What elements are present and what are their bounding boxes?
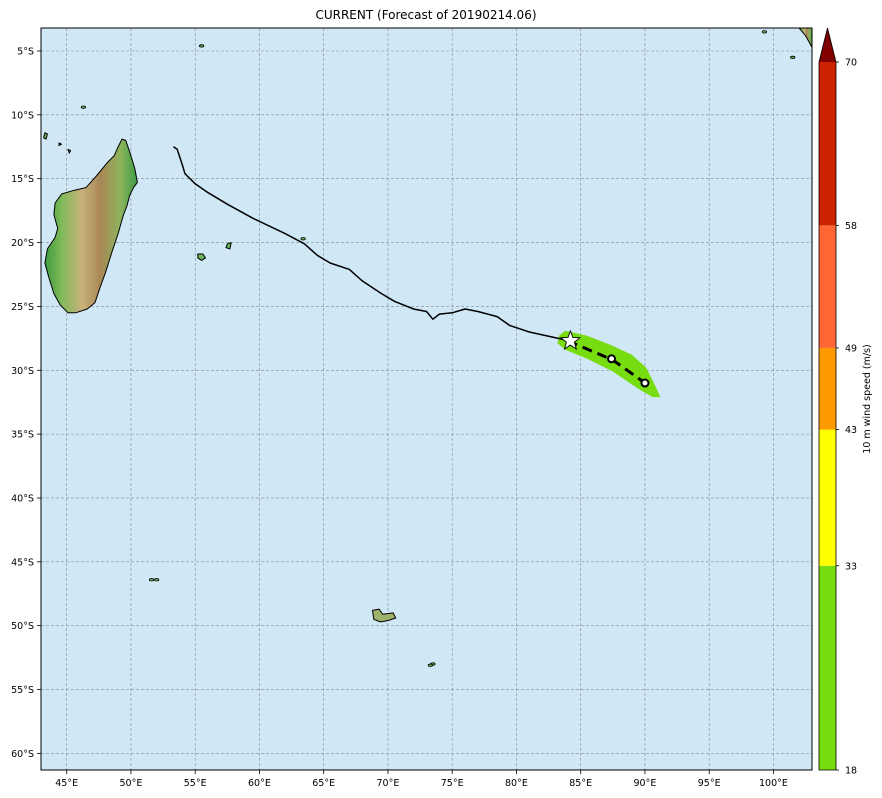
lon-tick-label: 45°E xyxy=(55,778,78,789)
colorbar-tick-label: 18 xyxy=(845,766,857,777)
colorbar-tick-label: 43 xyxy=(845,425,857,436)
islet xyxy=(790,55,796,59)
graticule xyxy=(41,28,812,770)
colorbar-segment xyxy=(819,225,836,348)
land-comoros-1 xyxy=(43,132,48,140)
latitude-labels: 5°S 10°S 15°S 20°S 25°S 30°S 35°S 40°S 45°S 50°S 5… xyxy=(11,46,41,760)
landmasses xyxy=(43,28,812,667)
lon-tick-label: 100°E xyxy=(759,778,788,789)
lon-tick-label: 85°E xyxy=(569,778,592,789)
colorbar-extend-triangle xyxy=(819,28,836,62)
lat-tick-label: 55°S xyxy=(11,685,34,696)
longitude-labels: 45°E 50°E 55°E 60°E 65°E 70°E 75°E 80°E 85°E 90°E… xyxy=(55,770,788,789)
colorbar-tick-label: 58 xyxy=(845,221,857,232)
lat-tick-label: 20°S xyxy=(11,238,34,249)
lat-tick-label: 15°S xyxy=(11,174,34,185)
lat-tick-label: 35°S xyxy=(11,430,34,441)
forecast-position-marker xyxy=(640,378,650,388)
colorbar-segment xyxy=(819,62,836,226)
colorbar-tick-label: 49 xyxy=(845,343,857,354)
islet xyxy=(300,237,306,241)
lat-tick-label: 40°S xyxy=(11,493,34,504)
colorbar-title: 10 m wind speed (m/s) xyxy=(862,344,873,453)
lon-tick-label: 65°E xyxy=(312,778,335,789)
lat-tick-label: 45°S xyxy=(11,557,34,568)
islet xyxy=(80,105,87,109)
lat-tick-label: 5°S xyxy=(17,46,34,57)
lat-tick-label: 50°S xyxy=(11,621,34,632)
land-comoros-3 xyxy=(67,148,72,154)
current-position-star xyxy=(559,329,582,351)
land-reunion xyxy=(197,253,206,261)
islet xyxy=(761,30,768,34)
colorbar-tick-label: 70 xyxy=(845,58,857,69)
colorbar-segment xyxy=(819,347,836,430)
colorbar-tick-label: 33 xyxy=(845,561,857,572)
colorbar-segment xyxy=(819,565,836,770)
lon-tick-label: 80°E xyxy=(505,778,528,789)
lon-tick-label: 55°E xyxy=(184,778,207,789)
ocean-background xyxy=(41,28,812,770)
colorbar-outline xyxy=(818,27,837,771)
islet xyxy=(199,44,205,48)
land-comoros-2 xyxy=(58,142,63,146)
forecast-position-marker xyxy=(607,354,617,364)
map-frame xyxy=(40,27,813,771)
storm-track xyxy=(172,146,650,388)
lon-tick-label: 60°E xyxy=(248,778,271,789)
lon-tick-label: 70°E xyxy=(377,778,400,789)
land-mauritius xyxy=(225,242,232,250)
lon-tick-label: 75°E xyxy=(441,778,464,789)
land-kerguelen xyxy=(372,608,397,623)
land-sumatra-tip xyxy=(798,28,812,48)
lon-tick-label: 95°E xyxy=(698,778,721,789)
map-title: CURRENT (Forecast of 20190214.06) xyxy=(315,8,537,22)
lat-tick-label: 25°S xyxy=(11,302,34,313)
lat-tick-label: 60°S xyxy=(11,749,34,760)
islet xyxy=(148,578,155,582)
land-madagascar xyxy=(44,138,138,314)
lat-tick-label: 30°S xyxy=(11,366,34,377)
colorbar: 18 33 43 49 58 70 xyxy=(818,27,857,777)
islet xyxy=(427,663,433,667)
lon-tick-label: 90°E xyxy=(634,778,657,789)
colorbar-segment xyxy=(819,429,836,566)
lon-tick-label: 50°E xyxy=(120,778,143,789)
lat-tick-label: 10°S xyxy=(11,110,34,121)
past-track-line xyxy=(172,146,565,341)
islet xyxy=(154,578,160,582)
